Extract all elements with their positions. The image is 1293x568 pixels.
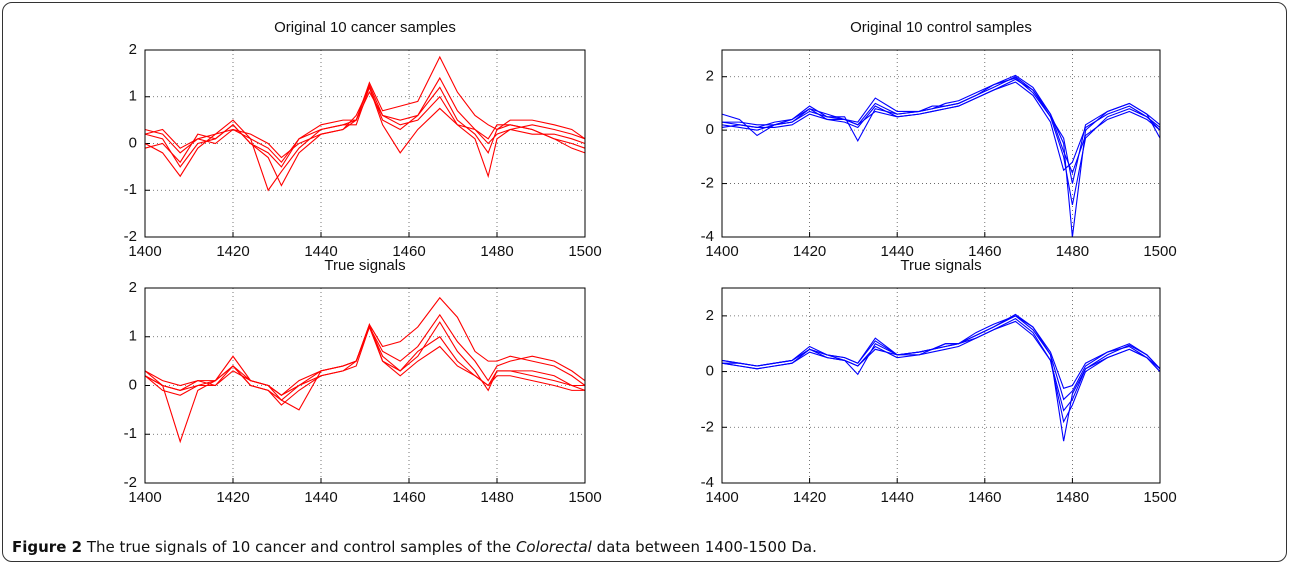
y-tick-label: 2: [706, 68, 714, 85]
y-tick-label: 2: [129, 41, 137, 58]
y-tick-label: -1: [124, 181, 137, 198]
x-tick-label: 1480: [1056, 489, 1089, 506]
chart-title: Original 10 cancer samples: [274, 19, 456, 36]
series-line: [144, 83, 586, 179]
x-tick-label: 1420: [216, 489, 249, 506]
x-tick-label: 1500: [568, 489, 601, 506]
caption-italic: Colorectal: [515, 538, 592, 556]
x-tick-label: 1480: [1056, 243, 1089, 260]
y-tick-label: 2: [706, 307, 714, 324]
series-line: [144, 85, 586, 187]
caption-text: data between 1400-1500 Da.: [596, 538, 817, 556]
y-tick-label: 2: [129, 279, 137, 296]
axes-box: [144, 287, 586, 484]
y-tick-label: -2: [124, 474, 137, 491]
x-tick-label: 1460: [392, 243, 425, 260]
y-tick-label: -2: [701, 175, 714, 192]
x-tick-label: 1400: [705, 489, 738, 506]
x-tick-label: 1480: [480, 489, 513, 506]
series-line: [144, 76, 586, 164]
x-tick-label: 1460: [392, 489, 425, 506]
series-line: [144, 322, 586, 411]
x-tick-label: 1420: [793, 489, 826, 506]
series-line: [721, 77, 1161, 206]
y-tick-label: -4: [701, 228, 714, 245]
x-tick-label: 1400: [128, 489, 161, 506]
series-line: [721, 320, 1161, 412]
figure-frame: [2, 2, 1287, 562]
x-tick-label: 1500: [1143, 489, 1176, 506]
x-tick-label: 1400: [128, 243, 161, 260]
y-tick-label: -1: [124, 425, 137, 442]
x-tick-label: 1480: [480, 243, 513, 260]
caption-label: Figure 2: [12, 538, 83, 556]
caption-text: The true signals of 10 cancer and contro…: [86, 538, 512, 556]
y-tick-label: 1: [129, 328, 137, 345]
x-tick-label: 1420: [216, 243, 249, 260]
x-tick-label: 1500: [568, 243, 601, 260]
chart-title: True signals: [900, 257, 981, 274]
chart-title: True signals: [324, 257, 405, 274]
caption: Figure 2 The true signals of 10 cancer a…: [12, 538, 817, 556]
series-line: [722, 315, 1161, 389]
y-tick-label: -2: [124, 228, 137, 245]
chart-title: Original 10 control samples: [850, 19, 1032, 36]
y-tick-label: 0: [129, 134, 137, 151]
x-tick-label: 1400: [705, 243, 738, 260]
x-tick-label: 1440: [304, 243, 337, 260]
y-tick-label: 0: [706, 363, 714, 380]
plot-area: [722, 288, 1160, 483]
y-tick-label: 1: [129, 88, 137, 105]
plot-area: [722, 50, 1160, 237]
series-line: [144, 313, 586, 396]
axes-box: [144, 49, 586, 238]
x-tick-label: 1460: [968, 243, 1001, 260]
series-line: [722, 76, 1161, 184]
y-tick-label: 0: [129, 376, 137, 393]
y-tick-label: 0: [706, 121, 714, 138]
x-tick-label: 1440: [881, 489, 914, 506]
x-tick-label: 1460: [968, 489, 1001, 506]
x-tick-label: 1420: [793, 243, 826, 260]
y-tick-label: -2: [701, 418, 714, 435]
axes-box: [721, 49, 1161, 238]
series-line: [721, 78, 1161, 175]
x-tick-label: 1440: [304, 489, 337, 506]
x-tick-label: 1500: [1143, 243, 1176, 260]
figure: Original 10 cancer samples -2 -1 0 1 2 1400 142…: [124, 19, 1177, 506]
x-tick-label: 1440: [881, 243, 914, 260]
axes-box: [721, 287, 1161, 484]
y-tick-label: -4: [701, 474, 714, 491]
